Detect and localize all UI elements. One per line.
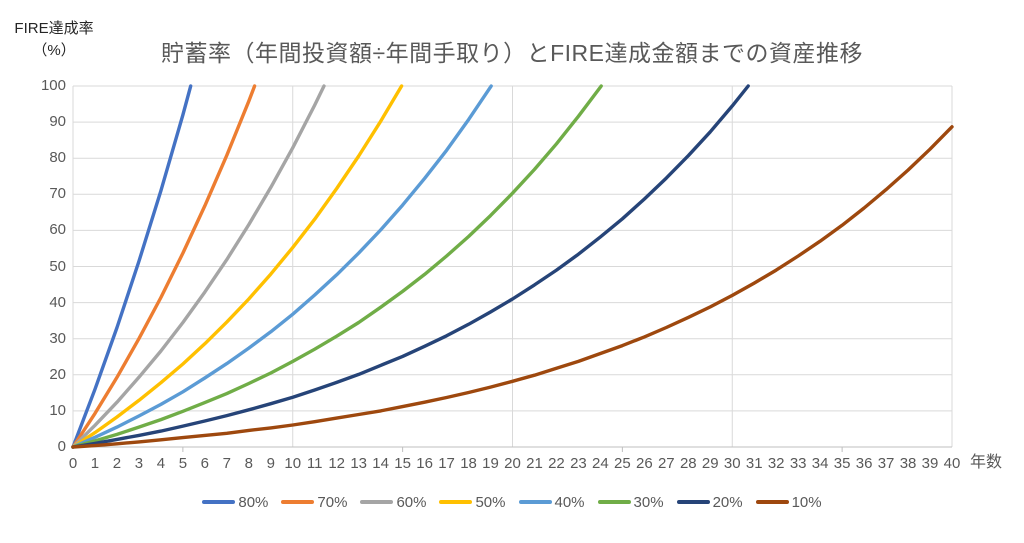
legend-item-70%: 70%: [281, 494, 347, 511]
x-tick-label-14: 14: [372, 455, 389, 472]
y-axis-title-line2: （%）: [32, 42, 76, 59]
y-axis-title-line1: FIRE達成率: [14, 20, 94, 37]
x-tick-label-6: 6: [200, 455, 210, 472]
legend-swatch-10%: [755, 500, 789, 504]
x-tick-label-11: 11: [306, 455, 323, 472]
legend: 80% 70% 60% 50% 40% 30% 20% 10%: [0, 492, 1024, 512]
y-tick-label-80: 80: [49, 149, 66, 167]
series-line-10%: [71, 125, 954, 449]
x-tick-label-40: 40: [943, 455, 961, 472]
x-tick-label-33: 33: [789, 455, 807, 472]
series-line-30%: [71, 84, 603, 449]
legend-item-10%: 10%: [755, 493, 822, 511]
x-tick-label-7: 7: [222, 455, 231, 472]
x-tick-label-17: 17: [438, 455, 455, 472]
legend-item-40%: 40%: [518, 493, 585, 511]
y-axis-title: FIRE達成率 （%）: [6, 18, 102, 62]
legend-swatch-50%: [439, 500, 473, 504]
legend-item-80%: 80%: [202, 494, 268, 511]
legend-item-60%: 60%: [360, 494, 426, 511]
legend-item-50%: 50%: [439, 493, 506, 511]
y-tick-label-70: 70: [49, 185, 66, 203]
legend-label-40%: 40%: [554, 493, 585, 511]
x-tick-label-26: 26: [636, 455, 653, 472]
y-tick-label-50: 50: [49, 257, 66, 275]
x-tick-label-38: 38: [899, 455, 917, 472]
legend-label-50%: 50%: [475, 493, 506, 511]
legend-item-20%: 20%: [676, 493, 743, 511]
legend-label-60%: 60%: [396, 493, 427, 511]
x-tick-label-37: 37: [877, 455, 895, 472]
x-tick-label-28: 28: [679, 455, 697, 472]
series-line-50%: [71, 84, 404, 449]
x-tick-label-16: 16: [416, 455, 433, 472]
x-tick-label-29: 29: [701, 455, 719, 472]
x-tick-label-25: 25: [614, 455, 631, 472]
x-tick-label-31: 31: [745, 455, 763, 472]
x-tick-label-34: 34: [811, 455, 829, 472]
legend-label-10%: 10%: [791, 493, 822, 511]
x-tick-label-20: 20: [504, 455, 521, 472]
series-line-70%: [71, 84, 257, 449]
legend-label-80%: 80%: [238, 493, 269, 511]
x-tick-label-0: 0: [68, 455, 78, 472]
legend-swatch-30%: [597, 500, 631, 504]
legend-label-20%: 20%: [712, 493, 743, 511]
x-tick-label-30: 30: [723, 455, 741, 472]
x-tick-label-5: 5: [178, 455, 188, 472]
x-tick-label-36: 36: [855, 455, 873, 472]
x-tick-label-15: 15: [394, 455, 411, 472]
y-tick-label-60: 60: [49, 221, 66, 239]
y-tick-label-100: 100: [40, 77, 66, 94]
x-tick-label-10: 10: [284, 455, 302, 472]
series-line-40%: [71, 84, 493, 449]
x-tick-label-8: 8: [244, 455, 253, 472]
x-tick-label-9: 9: [266, 455, 275, 472]
x-tick-label-2: 2: [112, 455, 122, 472]
y-tick-label-40: 40: [49, 293, 66, 311]
y-tick-label-0: 0: [57, 438, 66, 455]
y-tick-label-20: 20: [49, 365, 66, 383]
x-tick-label-3: 3: [134, 455, 144, 472]
series-line-80%: [71, 84, 193, 449]
x-tick-label-24: 24: [592, 455, 609, 472]
x-tick-label-13: 13: [350, 455, 368, 472]
x-tick-label-27: 27: [657, 455, 675, 472]
x-tick-label-32: 32: [767, 455, 785, 472]
x-tick-label-23: 23: [570, 455, 587, 472]
legend-swatch-70%: [281, 500, 315, 504]
x-tick-label-4: 4: [156, 455, 166, 472]
x-tick-label-19: 19: [482, 455, 499, 472]
series-line-60%: [71, 84, 326, 449]
legend-item-30%: 30%: [597, 493, 664, 511]
x-tick-label-21: 21: [526, 455, 543, 472]
legend-swatch-80%: [202, 500, 236, 504]
x-tick-label-22: 22: [548, 455, 565, 472]
y-tick-label-10: 10: [49, 401, 66, 419]
x-tick-label-35: 35: [833, 455, 851, 472]
legend-label-30%: 30%: [633, 493, 664, 511]
legend-swatch-20%: [676, 500, 710, 504]
x-axis-unit-label: 年数: [970, 454, 1003, 471]
chart-title: 貯蓄率（年間投資額÷年間手取り）とFIRE達成金額までの資産推移: [160, 40, 863, 66]
legend-label-70%: 70%: [317, 493, 348, 511]
x-tick-label-39: 39: [921, 455, 939, 472]
y-tick-label-30: 30: [49, 329, 66, 347]
legend-swatch-40%: [518, 500, 552, 504]
x-tick-label-1: 1: [90, 455, 100, 472]
series-line-20%: [71, 84, 750, 449]
x-tick-label-12: 12: [328, 455, 346, 472]
x-tick-label-18: 18: [460, 455, 477, 472]
legend-swatch-60%: [360, 500, 394, 504]
y-tick-label-90: 90: [49, 113, 66, 131]
